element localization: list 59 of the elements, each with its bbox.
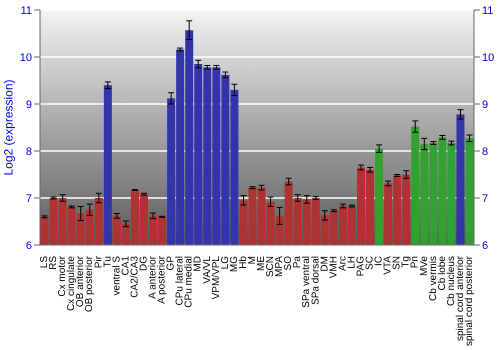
x-tick-label: ME — [256, 256, 268, 271]
x-tick-label: Cb vermis — [428, 256, 439, 302]
x-tick-label: SC — [364, 256, 376, 270]
x-tick-label: LG — [220, 256, 231, 270]
x-tick-label: OB anterior — [75, 255, 86, 308]
x-tick-label: OB posterior — [84, 255, 96, 312]
x-tick-label: Tu — [102, 256, 114, 268]
y-tick-label: 7 — [26, 192, 32, 205]
x-tick-label: spinal cord anterior — [454, 255, 466, 342]
x-tick-label: SPa dorsal — [310, 256, 322, 305]
x-tick-label: DG — [138, 256, 150, 271]
y-tick-label: 9 — [26, 98, 32, 111]
x-tick-label: VPM/VPL — [210, 256, 222, 300]
x-tick-label: MPA — [274, 256, 286, 277]
y2-tick-label: 11 — [482, 4, 494, 17]
x-tick-label: IC — [374, 256, 385, 266]
x-tick-label: Pir — [93, 255, 104, 268]
x-tick-label: CPu medial — [184, 256, 195, 308]
x-tick-label: PAG — [355, 256, 366, 276]
x-tick-label: M — [246, 256, 258, 264]
x-tick-label: LH — [346, 256, 358, 269]
x-tick-label: ventral S — [111, 256, 122, 296]
x-tick-label: LS — [39, 256, 50, 268]
x-tick-label: CA2/CA3 — [129, 256, 140, 298]
x-tick-label: MG — [228, 256, 240, 272]
x-tick-label: A anterior — [148, 255, 159, 299]
x-tick-label: Cb nucleus — [446, 256, 457, 306]
y-axis-title: Log2 (expression) — [1, 79, 16, 176]
x-tick-label: CA1 — [120, 256, 132, 276]
y-tick-label: 10 — [20, 52, 32, 64]
x-tick-label: SPa ventral — [301, 256, 312, 308]
x-tick-label: Pn — [410, 256, 421, 268]
y2-tick-label: 9 — [482, 98, 488, 111]
y-tick-label: 6 — [26, 240, 32, 252]
x-tick-label: Arc — [337, 256, 348, 271]
x-tick-label: GP — [166, 256, 177, 270]
y2-tick-label: 10 — [482, 52, 494, 64]
x-tick-label: spinal cord posterior — [464, 255, 475, 346]
y2-tick-label: 8 — [482, 146, 488, 158]
x-tick-label: SO — [283, 256, 294, 270]
x-tick-label: MVe — [418, 256, 430, 276]
x-tick-label: A posterior — [156, 255, 168, 304]
x-tick-label: RS — [48, 256, 60, 270]
y-tick-label: 11 — [20, 4, 32, 17]
x-tick-label: SCN — [265, 256, 276, 278]
x-tick-label: VTA — [382, 256, 394, 275]
x-tick-label: SN — [392, 256, 403, 270]
y2-tick-label: 7 — [482, 192, 488, 205]
x-tick-label: Cb lobe — [436, 256, 448, 290]
x-tick-label: VMH — [328, 256, 340, 278]
x-tick-label: VA/VL — [202, 256, 213, 284]
x-tick-label: Cx cingulate — [66, 256, 78, 312]
x-tick-label: Hb — [238, 256, 249, 269]
x-tick-label: DM — [319, 256, 330, 272]
x-tick-label: MD — [192, 256, 204, 272]
x-tick-label: Pa — [292, 256, 304, 268]
y-tick-label: 8 — [26, 146, 32, 158]
y2-tick-label: 6 — [482, 240, 488, 252]
x-tick-label: Tg — [400, 256, 412, 268]
